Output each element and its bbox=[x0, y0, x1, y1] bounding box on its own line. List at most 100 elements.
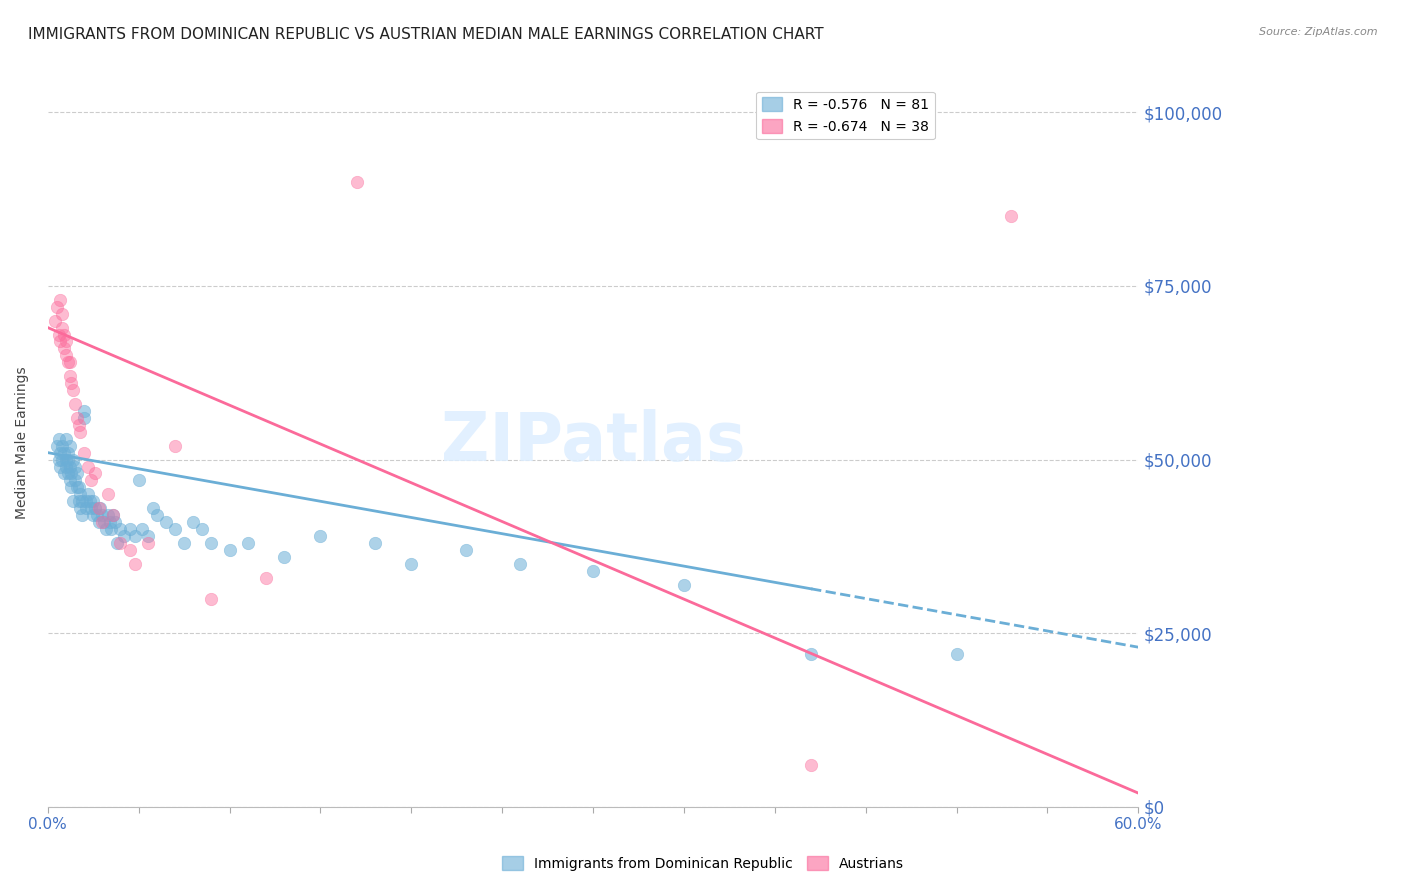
Point bbox=[91, 508, 114, 523]
Point bbox=[181, 515, 204, 529]
Point bbox=[82, 508, 104, 523]
Point bbox=[146, 508, 169, 523]
Point bbox=[84, 501, 107, 516]
Point bbox=[63, 459, 86, 474]
Point bbox=[56, 452, 79, 467]
Point bbox=[69, 487, 91, 501]
Text: IMMIGRANTS FROM DOMINICAN REPUBLIC VS AUSTRIAN MEDIAN MALE EARNINGS CORRELATION : IMMIGRANTS FROM DOMINICAN REPUBLIC VS AU… bbox=[28, 27, 824, 42]
Point bbox=[48, 327, 70, 342]
Point bbox=[49, 293, 72, 307]
Legend: R = -0.576   N = 81, R = -0.674   N = 38: R = -0.576 N = 81, R = -0.674 N = 38 bbox=[756, 92, 935, 139]
Point bbox=[56, 445, 79, 459]
Point bbox=[55, 452, 77, 467]
Point bbox=[94, 522, 117, 536]
Point bbox=[79, 494, 101, 508]
Point bbox=[82, 494, 104, 508]
Point bbox=[86, 508, 108, 523]
Point bbox=[1000, 210, 1022, 224]
Point bbox=[218, 542, 240, 557]
Point bbox=[63, 397, 86, 411]
Point bbox=[58, 369, 80, 384]
Point bbox=[73, 410, 96, 425]
Point bbox=[75, 494, 97, 508]
Point bbox=[48, 452, 70, 467]
Point bbox=[118, 542, 141, 557]
Text: Source: ZipAtlas.com: Source: ZipAtlas.com bbox=[1260, 27, 1378, 37]
Point bbox=[51, 452, 73, 467]
Point bbox=[454, 542, 477, 557]
Point bbox=[72, 508, 94, 523]
Point bbox=[62, 452, 84, 467]
Point bbox=[87, 515, 110, 529]
Point bbox=[136, 536, 159, 550]
Point bbox=[53, 327, 76, 342]
Point bbox=[58, 474, 80, 488]
Point bbox=[131, 522, 153, 536]
Point bbox=[49, 445, 72, 459]
Point bbox=[124, 557, 146, 571]
Point bbox=[100, 522, 122, 536]
Point bbox=[273, 549, 295, 564]
Point bbox=[69, 425, 91, 439]
Point bbox=[51, 320, 73, 334]
Point bbox=[62, 494, 84, 508]
Point bbox=[56, 355, 79, 369]
Point bbox=[66, 480, 89, 494]
Point bbox=[582, 564, 605, 578]
Point bbox=[53, 445, 76, 459]
Y-axis label: Median Male Earnings: Median Male Earnings bbox=[15, 366, 30, 518]
Point bbox=[401, 557, 423, 571]
Point bbox=[91, 515, 114, 529]
Point bbox=[98, 515, 121, 529]
Point bbox=[97, 487, 120, 501]
Point bbox=[236, 536, 259, 550]
Point bbox=[75, 501, 97, 516]
Point bbox=[118, 522, 141, 536]
Point bbox=[173, 536, 195, 550]
Point bbox=[53, 467, 76, 481]
Point bbox=[254, 571, 277, 585]
Point bbox=[672, 577, 695, 591]
Point bbox=[84, 467, 107, 481]
Point bbox=[45, 439, 67, 453]
Point bbox=[142, 501, 165, 516]
Point bbox=[58, 355, 80, 369]
Point bbox=[124, 529, 146, 543]
Point bbox=[45, 300, 67, 314]
Point bbox=[128, 474, 150, 488]
Point bbox=[200, 536, 222, 550]
Point bbox=[80, 474, 103, 488]
Legend: Immigrants from Dominican Republic, Austrians: Immigrants from Dominican Republic, Aust… bbox=[496, 850, 910, 876]
Point bbox=[72, 494, 94, 508]
Point bbox=[76, 459, 98, 474]
Point bbox=[66, 410, 89, 425]
Text: ZIPatlas: ZIPatlas bbox=[440, 409, 745, 475]
Point bbox=[191, 522, 214, 536]
Point bbox=[105, 536, 128, 550]
Point bbox=[110, 536, 132, 550]
Point bbox=[49, 334, 72, 349]
Point bbox=[67, 494, 90, 508]
Point bbox=[55, 432, 77, 446]
Point bbox=[89, 501, 111, 516]
Point bbox=[58, 439, 80, 453]
Point bbox=[87, 501, 110, 516]
Point bbox=[62, 383, 84, 397]
Point bbox=[112, 529, 135, 543]
Point bbox=[800, 647, 823, 661]
Point bbox=[309, 529, 332, 543]
Point bbox=[346, 175, 368, 189]
Point bbox=[104, 515, 127, 529]
Point bbox=[73, 404, 96, 418]
Point bbox=[364, 536, 387, 550]
Point bbox=[163, 439, 186, 453]
Point bbox=[55, 334, 77, 349]
Point bbox=[155, 515, 177, 529]
Point bbox=[80, 501, 103, 516]
Point bbox=[58, 459, 80, 474]
Point bbox=[163, 522, 186, 536]
Point bbox=[69, 501, 91, 516]
Point bbox=[101, 508, 124, 523]
Point bbox=[945, 647, 967, 661]
Point bbox=[110, 522, 132, 536]
